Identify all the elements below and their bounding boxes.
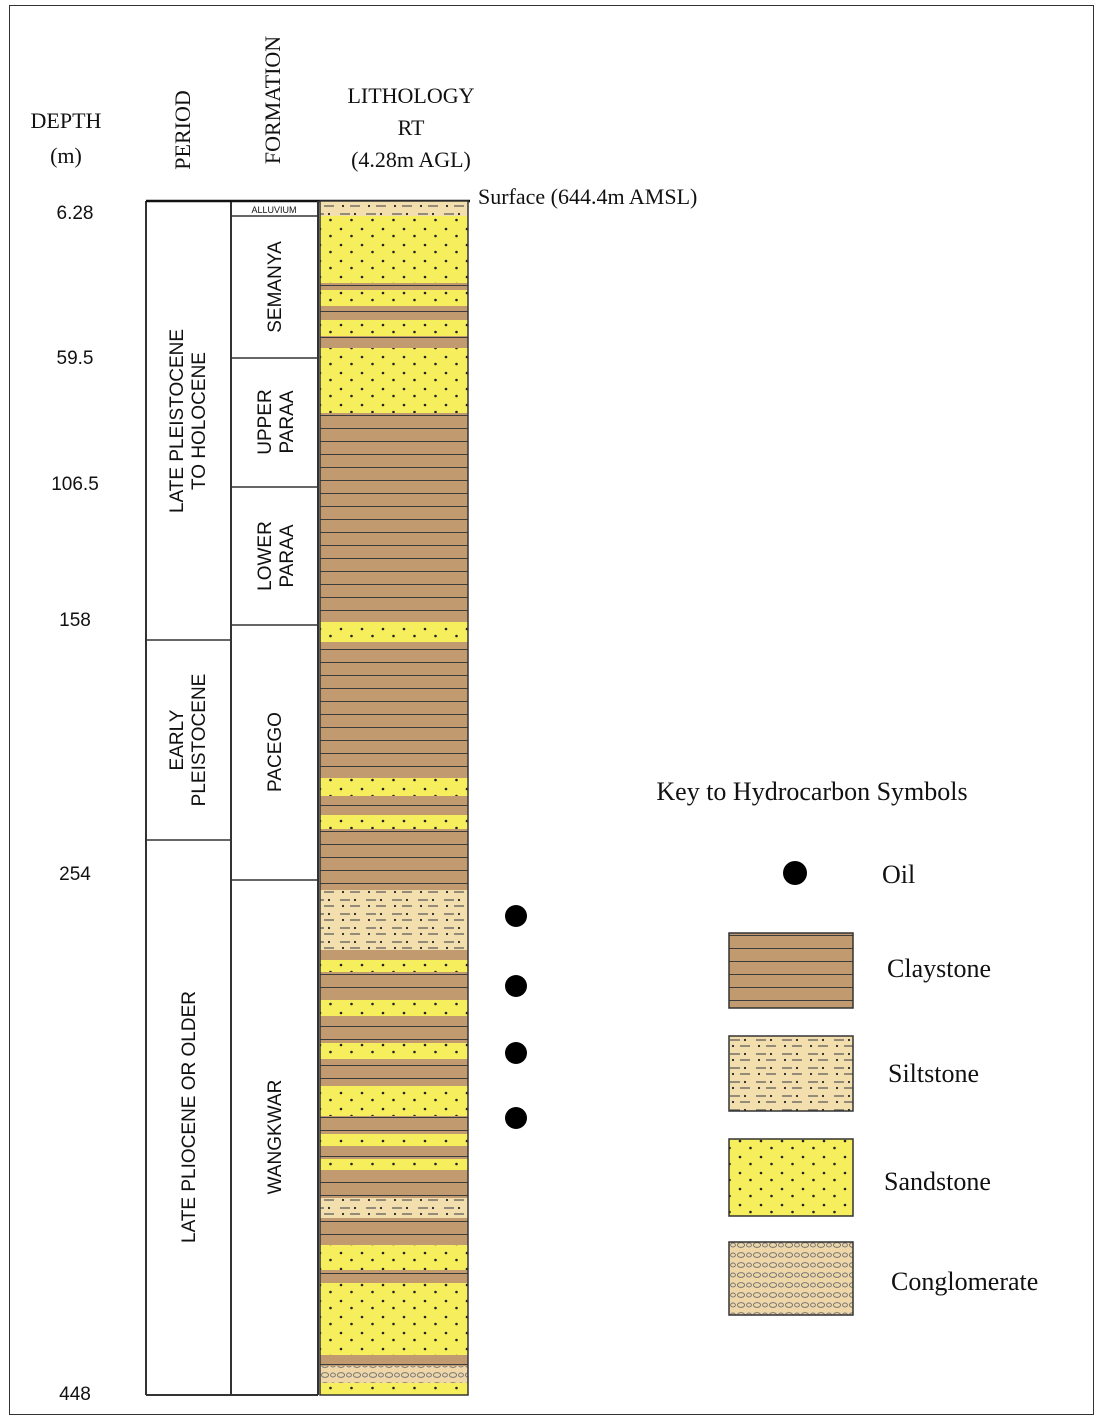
lithology-layer-sandstone [320, 1134, 468, 1146]
lithology-layer-claystone [320, 1146, 468, 1159]
lithology-layer-sandstone [320, 348, 468, 413]
legend: Key to Hydrocarbon Symbols Oil Claystone… [656, 777, 1038, 1316]
lithology-layer-sandstone [320, 1283, 468, 1355]
formation-header: FORMATION [260, 36, 285, 164]
lithology-layer-claystone [320, 336, 468, 348]
lithology-layer-sandstone [320, 290, 468, 306]
legend-label-claystone: Claystone [887, 954, 991, 983]
period-early-pleistocene: EARLY PLEISTOCENE [167, 674, 210, 807]
formation-label: LOWER [255, 521, 276, 591]
depth-unit: (m) [50, 143, 82, 168]
lithology-layer-claystone [320, 1355, 468, 1366]
period-label: LATE PLEISTOCENE [167, 329, 188, 513]
period-label: LATE PLIOCENE OR OLDER [179, 991, 200, 1243]
oil-shows [505, 905, 527, 1129]
depth-label: 6.28 [57, 203, 94, 224]
period-column: LATE PLEISTOCENE TO HOLOCENE EARLY PLEIS… [145, 199, 470, 1396]
depth-label: 448 [59, 1384, 91, 1405]
lithology-layer-claystone [320, 1170, 468, 1198]
lithology-layer-claystone [320, 829, 468, 890]
lithology-layer-sandstone [320, 815, 468, 829]
lithology-layer-siltstone [320, 1198, 468, 1218]
period-label: EARLY [167, 709, 188, 770]
lithology-layer-sandstone [320, 1043, 468, 1059]
formation-label: PARAA [277, 390, 298, 453]
lithology-layer-claystone [320, 1116, 468, 1134]
legend-title: Key to Hydrocarbon Symbols [656, 777, 967, 806]
lithology-layer-sandstone [320, 320, 468, 336]
lithology-layer-claystone [320, 950, 468, 960]
lithology-layer-claystone [320, 413, 468, 622]
surface-label: Surface (644.4m AMSL) [478, 184, 697, 209]
formation-alluvium: ALLUVIUM [251, 205, 296, 215]
figure-border [9, 5, 1094, 1415]
lithology-layer-claystone [320, 306, 468, 320]
oil-show-marker [505, 1107, 527, 1129]
period-late-pleistocene-to-holocene: LATE PLEISTOCENE TO HOLOCENE [167, 329, 210, 513]
lithology-header: LITHOLOGY [347, 83, 474, 108]
legend-label-sandstone: Sandstone [884, 1167, 991, 1196]
lithology-layer-sandstone [320, 960, 468, 972]
legend-sandstone-swatch [728, 1138, 854, 1217]
lithology-layer-claystone [320, 972, 468, 1000]
legend-label-conglomerate: Conglomerate [891, 1267, 1038, 1296]
lithology-layer-sandstone [320, 1159, 468, 1170]
lithology-layer-claystone [320, 796, 468, 815]
lithology-layer-claystone [320, 1218, 468, 1245]
oil-show-marker [505, 905, 527, 927]
lithology-layer-sandstone [320, 1383, 468, 1395]
lithology-layer-sandstone [320, 622, 468, 642]
oil-show-marker [505, 1042, 527, 1064]
lithology-layer-claystone [320, 642, 468, 778]
legend-claystone-swatch [728, 932, 854, 1009]
formation-lower-paraa: LOWER PARAA [255, 521, 298, 591]
lithology-layer-sandstone [320, 1086, 468, 1116]
formation-label: PACEGO [265, 712, 286, 792]
depth-label: 59.5 [57, 348, 94, 369]
legend-conglomerate-swatch [728, 1241, 854, 1316]
formation-upper-paraa: UPPER PARAA [255, 389, 298, 454]
period-label: PLEISTOCENE [189, 674, 210, 807]
legend-label-oil: Oil [882, 860, 915, 889]
lithology-layer-sandstone [320, 216, 468, 283]
lithology-layer-sandstone [320, 778, 468, 796]
lithology-layer-claystone [320, 283, 468, 290]
period-late-pliocene-or-older: LATE PLIOCENE OR OLDER [179, 991, 200, 1243]
lithology-column-outline [319, 200, 469, 1396]
lithology-layer-claystone [320, 1270, 468, 1283]
lithology-layer-siltstone [320, 201, 468, 216]
depth-label: 158 [59, 610, 91, 631]
oil-show-marker [505, 975, 527, 997]
lithology-agl: (4.28m AGL) [351, 147, 471, 172]
legend-siltstone-swatch [728, 1035, 854, 1112]
legend-oil-symbol [783, 861, 807, 885]
period-header: PERIOD [170, 90, 195, 169]
depth-label: 254 [59, 864, 91, 885]
lithology-layer-sandstone [320, 1000, 468, 1016]
legend-label-siltstone: Siltstone [888, 1059, 979, 1088]
formation-wangkwar: WANGKWAR [265, 1080, 286, 1195]
formation-label: UPPER [255, 389, 276, 454]
lithology-rt: RT [398, 115, 425, 140]
lithology-layer-claystone [320, 1059, 468, 1086]
formation-label: SEMANYA [265, 241, 286, 333]
formation-pacego: PACEGO [265, 712, 286, 792]
formation-column: ALLUVIUM SEMANYA UPPER PARAA LOWER PARAA… [231, 201, 319, 1395]
formation-semanya: SEMANYA [265, 241, 286, 333]
lithology-layer-conglomerate [320, 1366, 468, 1383]
depth-header: DEPTH [31, 108, 102, 133]
formation-label: PARAA [277, 524, 298, 587]
lithology-layer-claystone [320, 1016, 468, 1043]
lithology-column [320, 201, 468, 1395]
depth-label: 106.5 [51, 474, 99, 495]
lithology-layer-siltstone [320, 890, 468, 950]
period-label: TO HOLOCENE [189, 352, 210, 490]
lithology-layer-sandstone [320, 1245, 468, 1270]
formation-label: WANGKWAR [265, 1080, 286, 1195]
